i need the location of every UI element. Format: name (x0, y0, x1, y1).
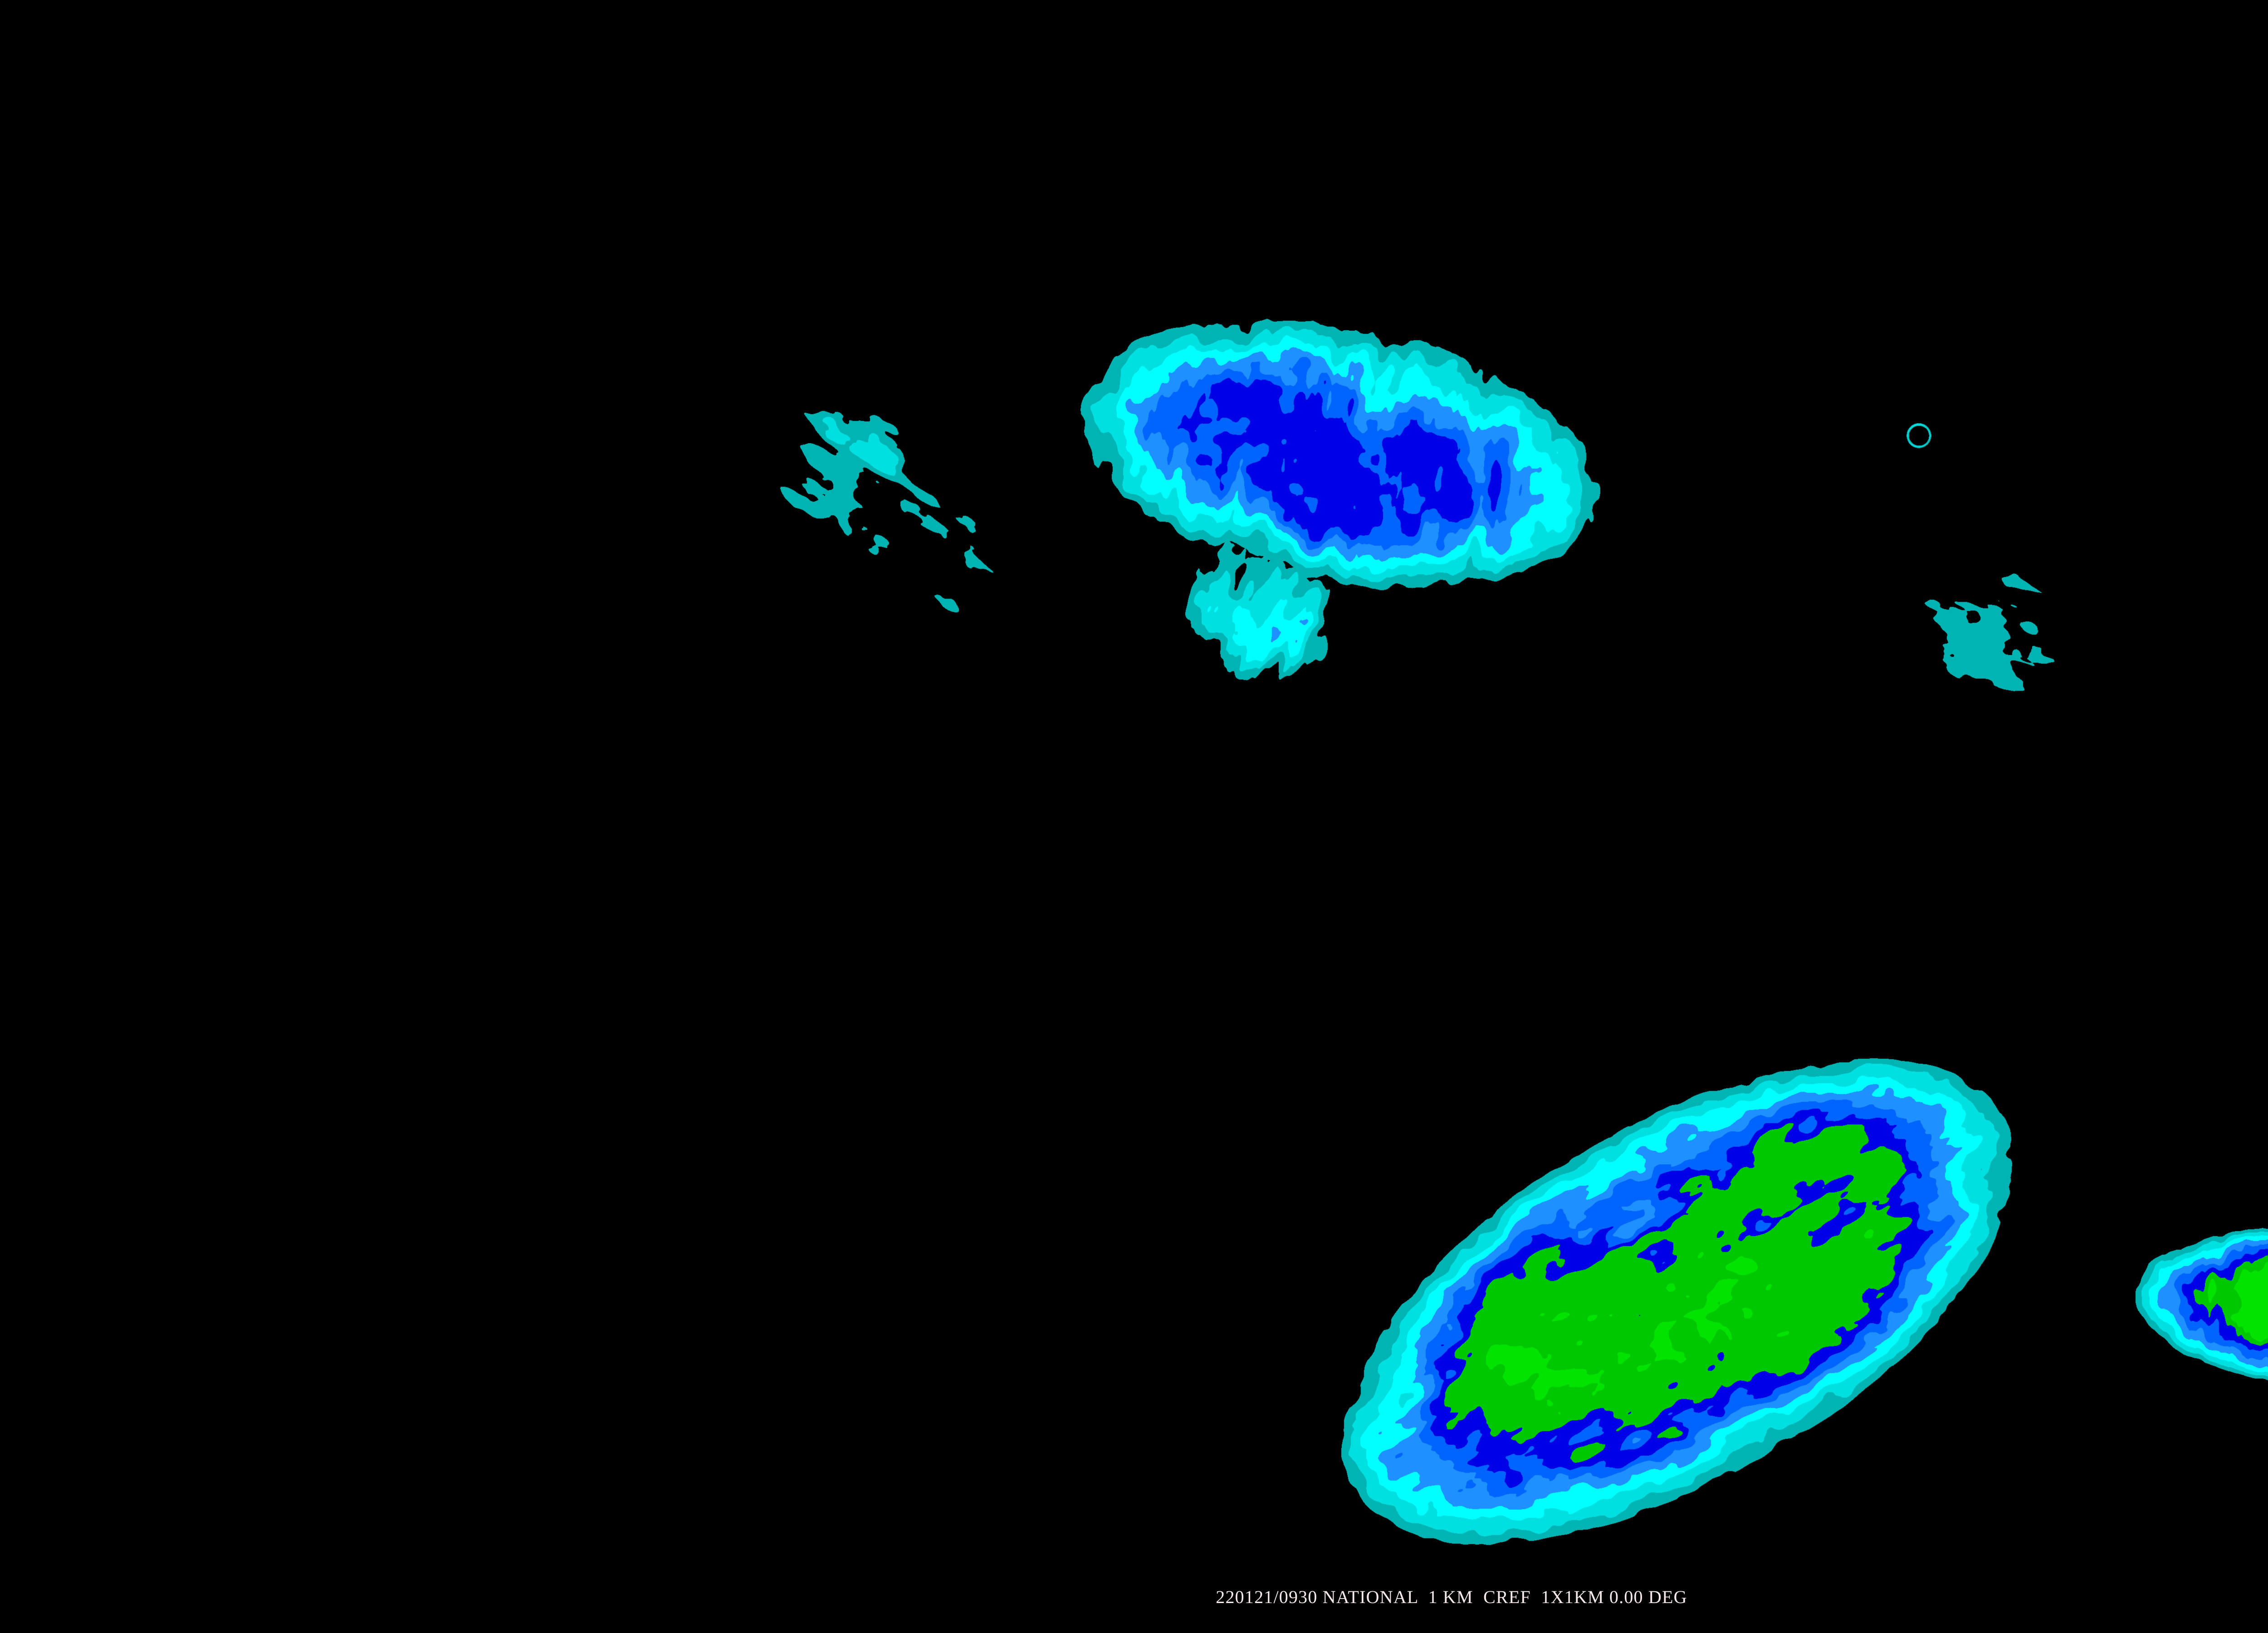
radar-display: 220121/0930 NATIONAL 1 KM CREF 1X1KM 0.0… (0, 0, 2268, 1633)
radar-reflectivity-map (0, 0, 2268, 1633)
